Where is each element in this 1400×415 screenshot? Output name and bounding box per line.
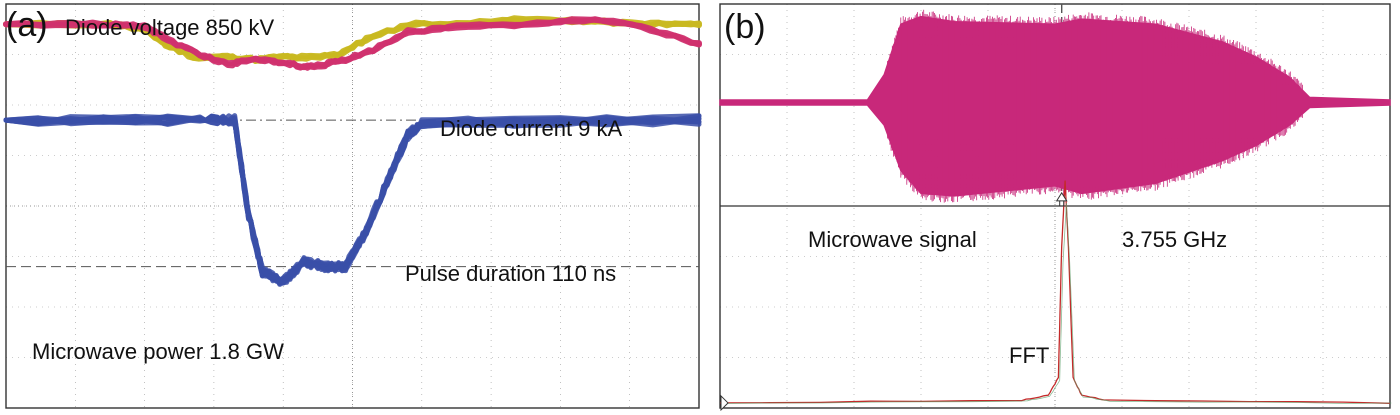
panel-label-a: (a) xyxy=(6,6,48,44)
fft-line xyxy=(719,180,1391,404)
ground-marker-icon xyxy=(720,394,729,412)
trace-1-1 xyxy=(3,16,702,71)
trace-2-6 xyxy=(3,113,702,286)
fft-annotation: FFT xyxy=(1009,343,1050,368)
marker-arrow-icon xyxy=(1055,191,1068,207)
panel-label-b: (b) xyxy=(724,8,766,46)
oscilloscope-a xyxy=(3,3,702,409)
fft-trace xyxy=(719,180,1392,404)
panel-b: (b) Microwave signal 3.755 GHz FFT xyxy=(710,0,1400,415)
voltage-annotation: Diode voltage 850 kV xyxy=(65,15,275,40)
current-annotation: Diode current 9 kA xyxy=(440,116,623,141)
fft-line-2 xyxy=(721,202,1392,404)
power-annotation: Microwave power 1.8 GW xyxy=(32,339,284,364)
signal-trace xyxy=(719,9,1391,203)
signal-oscillation xyxy=(887,9,1303,203)
duration-annotation: Pulse duration 110 ns xyxy=(405,261,617,286)
frequency-annotation: 3.755 GHz xyxy=(1122,227,1228,252)
series-2 xyxy=(3,113,702,287)
grid xyxy=(5,3,700,409)
series-1 xyxy=(3,16,702,71)
panel-a: (a) Diode voltage 850 kV Diode current 9… xyxy=(3,3,702,409)
signal-annotation: Microwave signal xyxy=(808,227,977,252)
plot-frame xyxy=(5,3,700,409)
oscilloscope-b xyxy=(719,3,1392,412)
